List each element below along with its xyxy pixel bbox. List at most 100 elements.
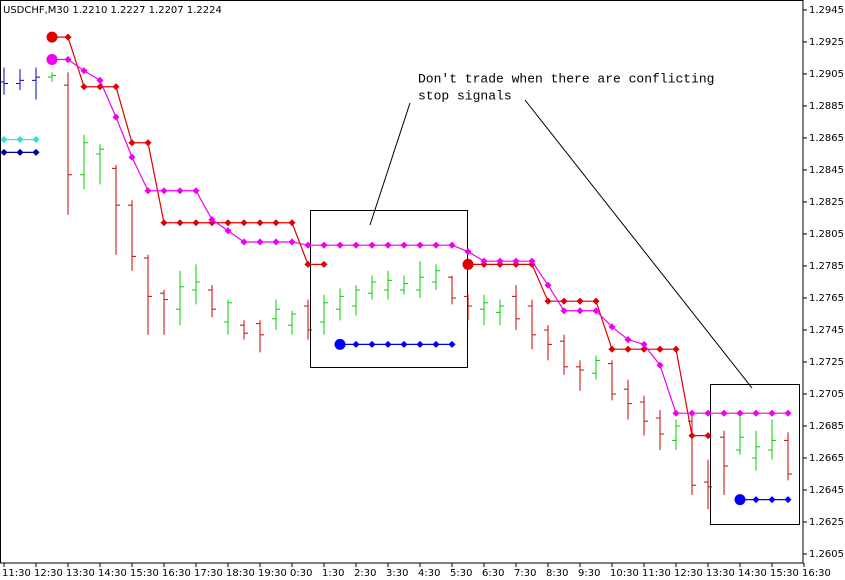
stop-start	[46, 31, 58, 43]
stop-start	[46, 54, 58, 66]
stop-point	[752, 409, 760, 417]
y-tick-label: 1.2945	[809, 5, 844, 16]
stop-point	[384, 340, 392, 348]
stop-point	[544, 297, 552, 305]
stop-point	[240, 219, 248, 227]
y-tick-label: 1.2625	[809, 517, 844, 528]
x-tick-label: 14:30	[738, 568, 767, 579]
stop-point	[96, 76, 104, 84]
stop-point	[512, 257, 520, 265]
stop-point	[32, 136, 40, 144]
y-tick-label: 1.2885	[809, 101, 844, 112]
stop-point	[192, 187, 200, 195]
y-tick-label: 1.2765	[809, 293, 844, 304]
stop-point	[112, 113, 120, 121]
x-tick-label: 8:30	[546, 568, 568, 579]
stop-point	[176, 219, 184, 227]
stop-point	[208, 216, 216, 224]
stop-point	[128, 153, 136, 161]
y-tick-label: 1.2605	[809, 549, 844, 560]
stop-point	[192, 219, 200, 227]
stop-point	[544, 281, 552, 289]
callout-line	[369, 102, 411, 226]
stop-point	[304, 260, 312, 268]
stop-point	[368, 340, 376, 348]
highlight-box	[310, 210, 468, 368]
x-tick-label: 10:30	[610, 568, 639, 579]
stop-point	[224, 219, 232, 227]
stop-point	[704, 432, 712, 440]
stop-point	[464, 248, 472, 256]
y-tick-label: 1.2725	[809, 357, 844, 368]
stop-point	[576, 297, 584, 305]
y-tick-label: 1.2665	[809, 453, 844, 464]
y-tick-label: 1.2865	[809, 133, 844, 144]
stop-point	[224, 227, 232, 235]
stop-point	[144, 187, 152, 195]
stop-point	[320, 260, 328, 268]
stop-point	[448, 241, 456, 249]
stop-point	[80, 67, 88, 75]
stop-point	[112, 83, 120, 91]
stop-point	[528, 257, 536, 265]
stop-point	[400, 340, 408, 348]
stop-point	[784, 409, 792, 417]
stop-point	[416, 241, 424, 249]
x-tick-label: 12:30	[674, 568, 703, 579]
stop-point	[560, 297, 568, 305]
x-tick-label: 19:30	[258, 568, 287, 579]
stop-point	[256, 219, 264, 227]
plot-frame	[0, 0, 804, 564]
stop-point	[768, 409, 776, 417]
stop-point	[752, 496, 760, 504]
stop-point	[608, 323, 616, 331]
x-tick-label: 14:30	[98, 568, 127, 579]
stop-point	[160, 187, 168, 195]
x-tick-label: 18:30	[226, 568, 255, 579]
x-tick-label: 13:30	[66, 568, 95, 579]
y-tick-label: 1.2705	[809, 389, 844, 400]
stop-point	[16, 148, 24, 156]
x-tick-label: 13:30	[706, 568, 735, 579]
x-tick-label: 3:30	[386, 568, 408, 579]
stop-point	[160, 219, 168, 227]
stop-point	[704, 409, 712, 417]
stop-point	[256, 238, 264, 246]
stop-start	[334, 338, 346, 350]
stop-point	[592, 297, 600, 305]
stop-point	[352, 241, 360, 249]
stop-start	[462, 258, 474, 270]
stop-point	[656, 361, 664, 369]
stop-point	[560, 307, 568, 315]
y-tick-label: 1.2645	[809, 485, 844, 496]
stop-point	[272, 219, 280, 227]
stop-point	[736, 409, 744, 417]
x-tick-label: 6:30	[482, 568, 504, 579]
stop-point	[656, 345, 664, 353]
stop-point	[784, 496, 792, 504]
stop-line	[468, 263, 708, 437]
stop-point	[352, 340, 360, 348]
stop-point	[368, 241, 376, 249]
x-tick-label: 11:30	[642, 568, 671, 579]
stop-point	[176, 187, 184, 195]
callout-line	[524, 99, 753, 389]
x-tick-label: 12:30	[34, 568, 63, 579]
stop-point	[672, 345, 680, 353]
stop-point	[432, 241, 440, 249]
stop-point	[240, 238, 248, 246]
x-tick-label: 7:30	[514, 568, 536, 579]
stop-point	[128, 139, 136, 147]
stop-point	[336, 241, 344, 249]
stop-point	[0, 148, 8, 156]
stop-point	[624, 345, 632, 353]
stop-point	[592, 307, 600, 315]
stop-point	[0, 136, 8, 144]
stop-point	[304, 241, 312, 249]
y-tick-label: 1.2805	[809, 229, 844, 240]
stop-point	[576, 307, 584, 315]
y-tick-label: 1.2785	[809, 261, 844, 272]
stop-point	[416, 340, 424, 348]
stop-point	[496, 257, 504, 265]
